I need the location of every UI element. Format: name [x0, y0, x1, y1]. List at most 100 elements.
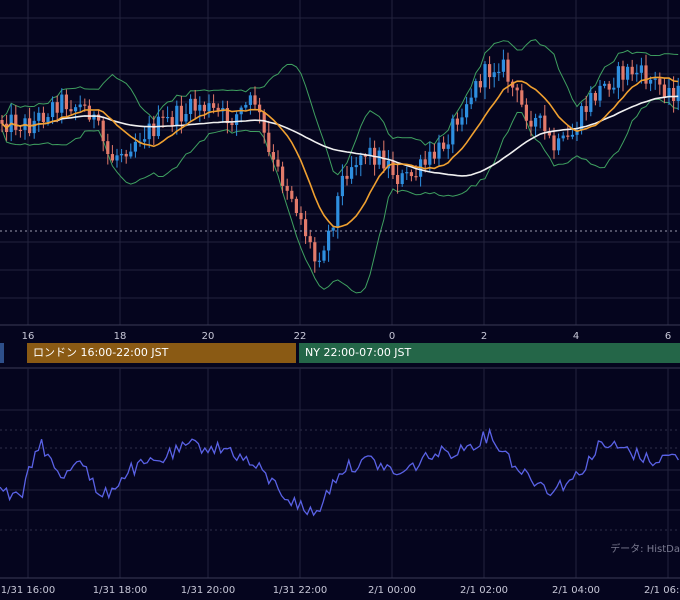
session-bar-previous: [0, 343, 4, 363]
candle-body: [281, 166, 285, 186]
candle-body: [143, 139, 147, 142]
candle-body: [538, 115, 542, 118]
candle-body: [184, 114, 188, 122]
candle-body: [64, 94, 68, 110]
candle-body: [469, 97, 473, 105]
candle-body: [667, 87, 671, 98]
candle-body: [304, 219, 308, 237]
candle-body: [120, 153, 124, 156]
candle-body: [101, 120, 105, 142]
candle-body: [501, 59, 505, 72]
candle-body: [414, 176, 418, 178]
candle-body: [331, 227, 335, 231]
candle-body: [212, 103, 216, 108]
candle-body: [189, 98, 193, 115]
candle-body: [350, 167, 354, 179]
candle-body: [621, 66, 625, 80]
candle-body: [363, 155, 367, 157]
candle-body: [336, 196, 340, 228]
candle-body: [271, 152, 275, 160]
oscillator-x-tick-label: 1/31 20:00: [181, 585, 235, 596]
candle-body: [202, 104, 206, 112]
candle-body: [317, 260, 321, 262]
candle-body: [455, 118, 459, 125]
candle-body: [382, 150, 386, 169]
candlestick-series: [0, 49, 680, 273]
candle-body: [658, 78, 662, 85]
candle-body: [524, 104, 528, 121]
candle-body: [294, 198, 298, 213]
candle-body: [497, 71, 501, 74]
candle-body: [345, 175, 349, 179]
candle-body: [396, 175, 400, 185]
candle-body: [676, 85, 680, 101]
candle-body: [322, 250, 326, 261]
candle-body: [598, 85, 602, 101]
candle-body: [474, 81, 478, 98]
candle-body: [235, 114, 239, 126]
candle-body: [386, 160, 390, 169]
candle-body: [175, 105, 179, 126]
candle-body: [152, 123, 156, 137]
price-panel-grid: [0, 0, 680, 326]
bollinger-upper: [1, 39, 679, 176]
candle-body: [110, 154, 114, 161]
candle-body: [193, 98, 197, 111]
candle-body: [69, 109, 73, 112]
candle-body: [451, 118, 455, 145]
candle-body: [580, 106, 584, 131]
candle-body: [106, 141, 110, 155]
price-x-tick-label: 18: [114, 331, 127, 342]
candle-body: [423, 159, 427, 165]
candle-body: [262, 112, 266, 133]
data-credit: データ: HistDa: [610, 544, 680, 555]
candle-body: [483, 64, 487, 88]
candle-body: [649, 79, 653, 84]
candle-body: [147, 123, 151, 140]
candle-body: [276, 159, 280, 167]
oscillator-panel-grid: [0, 367, 680, 579]
candle-body: [534, 117, 538, 127]
candle-body: [644, 65, 648, 84]
bollinger-lower: [1, 98, 679, 294]
candle-body: [285, 185, 289, 191]
candle-body: [216, 107, 220, 112]
oscillator-x-tick-label: 2/1 04:00: [552, 585, 600, 596]
candle-body: [198, 104, 202, 111]
candle-body: [51, 102, 55, 118]
candle-body: [327, 230, 331, 251]
candle-body: [83, 104, 87, 106]
candle-body: [575, 130, 579, 135]
candle-body: [32, 120, 36, 134]
oscillator-x-axis: 1/31 16:00 1/31 18:00 1/31 20:00 1/31 22:00…: [1, 585, 680, 596]
candle-body: [161, 116, 165, 118]
candle-body: [409, 172, 413, 177]
oscillator-line: [0, 427, 679, 517]
candle-body: [543, 115, 547, 132]
oscillator-x-tick-label: 1/31 22:00: [273, 585, 327, 596]
candle-body: [133, 141, 137, 152]
price-x-tick-label: 4: [573, 331, 579, 342]
candle-body: [612, 87, 616, 90]
candle-body: [391, 160, 395, 176]
candle-body: [662, 84, 666, 98]
candle-body: [129, 151, 133, 157]
candle-body: [37, 112, 41, 121]
candle-body: [253, 95, 257, 105]
oscillator-x-tick-label: 1/31 18:00: [93, 585, 147, 596]
candle-body: [593, 92, 597, 101]
candle-body: [354, 165, 358, 168]
candle-body: [313, 242, 317, 262]
candle-body: [267, 132, 271, 153]
price-x-tick-label: 22: [294, 331, 307, 342]
bollinger-bands: [1, 39, 679, 294]
candle-body: [511, 81, 515, 88]
oscillator-x-tick-label: 2/1 00:00: [368, 585, 416, 596]
candle-body: [166, 117, 170, 119]
candle-body: [626, 66, 630, 80]
candle-body: [14, 114, 18, 130]
candle-body: [635, 72, 639, 75]
candle-body: [258, 104, 262, 113]
candle-body: [0, 120, 4, 124]
candle-body: [299, 212, 303, 220]
